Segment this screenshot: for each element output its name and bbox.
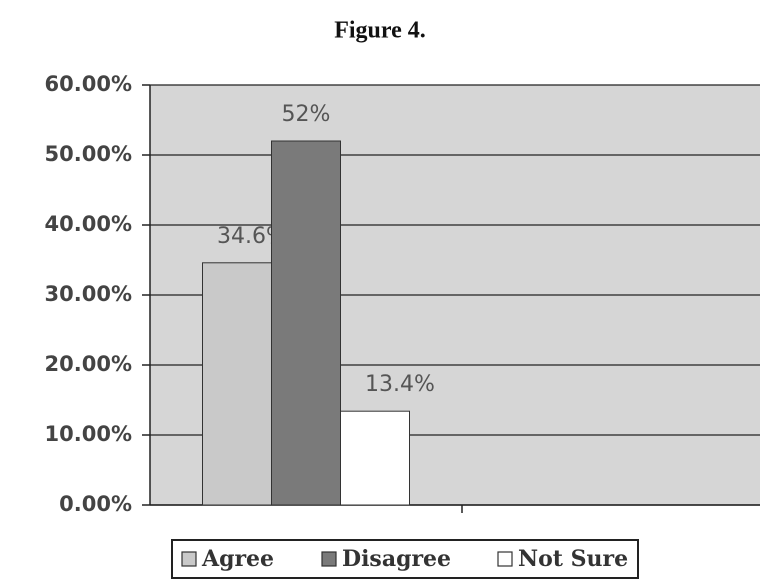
legend-label: Disagree [342, 546, 451, 572]
data-label: 13.4% [365, 372, 435, 397]
y-tick-label: 10.00% [45, 422, 132, 446]
legend-box [171, 539, 639, 579]
y-tick-label: 0.00% [59, 492, 132, 516]
bar [271, 140, 341, 506]
legend-swatch [321, 551, 337, 567]
bar [340, 410, 410, 506]
legend-swatch [497, 551, 513, 567]
chart-title: Figure 4. [334, 18, 426, 44]
y-tick-label: 50.00% [45, 142, 132, 166]
data-label: 52% [282, 102, 331, 127]
y-tick-label: 60.00% [45, 72, 132, 96]
bar [202, 262, 272, 506]
legend-swatch [181, 551, 197, 567]
y-tick-label: 20.00% [45, 352, 132, 376]
legend-label: Not Sure [518, 546, 628, 572]
y-tick-label: 40.00% [45, 212, 132, 236]
y-tick-label: 30.00% [45, 282, 132, 306]
legend-label: Agree [201, 546, 274, 572]
